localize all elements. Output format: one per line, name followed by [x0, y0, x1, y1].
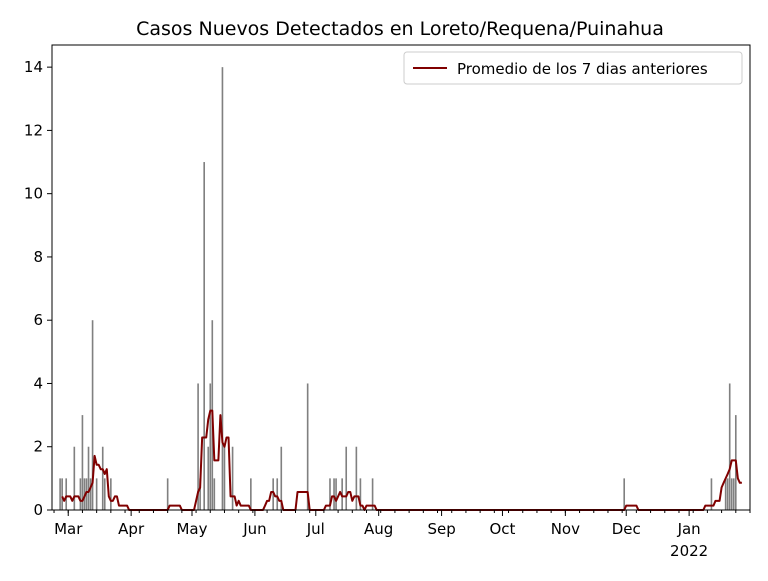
- bar-daily-cases: [209, 383, 212, 510]
- x-tick-label: Oct: [489, 520, 515, 538]
- bar-daily-cases: [728, 383, 731, 510]
- x-tick-label: Nov: [551, 520, 580, 538]
- bar-daily-cases: [306, 383, 309, 510]
- x-tick-label: Jun: [242, 520, 266, 538]
- bar-daily-cases: [87, 446, 90, 510]
- chart-title: Casos Nuevos Detectados en Loreto/Requen…: [136, 18, 664, 40]
- bar-daily-cases: [329, 478, 331, 510]
- legend-label: Promedio de los 7 dias anteriores: [457, 60, 708, 78]
- y-tick-label: 10: [24, 185, 43, 203]
- bar-daily-cases: [724, 478, 727, 510]
- bar-daily-cases: [89, 478, 92, 510]
- bar-daily-cases: [730, 478, 733, 510]
- bar-daily-cases: [221, 67, 224, 511]
- legend: Promedio de los 7 dias anteriores: [403, 51, 743, 85]
- bar-daily-cases: [223, 446, 226, 510]
- bar-daily-cases: [61, 478, 63, 510]
- bar-daily-cases: [359, 478, 362, 510]
- bar-daily-cases: [623, 478, 626, 510]
- bar-daily-cases: [101, 446, 104, 510]
- bar-daily-cases: [335, 478, 337, 510]
- axes-layer: 0 2 4 6 8 10 12 14 Mar Apr May Jun Jul Aug Sep Oct Nov De…: [24, 44, 751, 560]
- legend-frame: [403, 51, 743, 85]
- bar-daily-cases: [371, 478, 374, 510]
- y-tick-label: 4: [33, 374, 43, 392]
- bar-daily-cases: [199, 478, 201, 510]
- bar-daily-cases: [79, 478, 82, 510]
- x-tick-label: Dec: [612, 520, 641, 538]
- bar-daily-cases: [726, 478, 729, 510]
- bar-daily-cases: [732, 478, 735, 510]
- x-tick-label: Apr: [118, 520, 145, 538]
- bar-daily-cases: [166, 478, 169, 510]
- plot-frame: [51, 44, 751, 511]
- bar-daily-cases: [81, 415, 84, 510]
- bar-daily-cases: [203, 162, 205, 510]
- x-tick-sublabel: 2022: [670, 542, 708, 560]
- bar-daily-cases: [59, 478, 61, 510]
- bar-daily-cases: [345, 446, 348, 510]
- bar-daily-cases: [280, 446, 283, 510]
- bar-daily-cases: [95, 478, 98, 510]
- bar-daily-cases: [710, 478, 713, 510]
- bar-daily-cases: [110, 478, 112, 510]
- bar-daily-cases: [333, 478, 335, 510]
- x-tick-label: Aug: [364, 520, 393, 538]
- bar-daily-cases: [355, 446, 358, 510]
- bar-daily-cases: [231, 446, 234, 510]
- bar-daily-cases: [207, 446, 210, 510]
- y-tick-label: 14: [24, 58, 43, 76]
- y-tick-label: 12: [24, 121, 43, 139]
- x-tick-label: Mar: [54, 520, 83, 538]
- bar-daily-cases: [276, 478, 279, 510]
- bar-daily-cases: [197, 383, 199, 510]
- x-tick-label: Jan: [677, 520, 701, 538]
- bar-daily-cases: [65, 478, 68, 510]
- bar-daily-cases: [91, 320, 94, 510]
- bar-daily-cases: [213, 478, 216, 510]
- x-tick-label: Jul: [306, 520, 325, 538]
- x-tick-label: May: [176, 520, 207, 538]
- y-tick-label: 0: [33, 501, 43, 519]
- bars-layer: [59, 67, 737, 511]
- y-tick-label: 8: [33, 248, 43, 266]
- bar-daily-cases: [73, 446, 76, 510]
- x-tick-label: Sep: [427, 520, 455, 538]
- y-tick-label: 6: [33, 311, 43, 329]
- bar-daily-cases: [250, 478, 252, 510]
- bar-daily-cases: [103, 478, 106, 510]
- y-tick-label: 2: [33, 438, 43, 456]
